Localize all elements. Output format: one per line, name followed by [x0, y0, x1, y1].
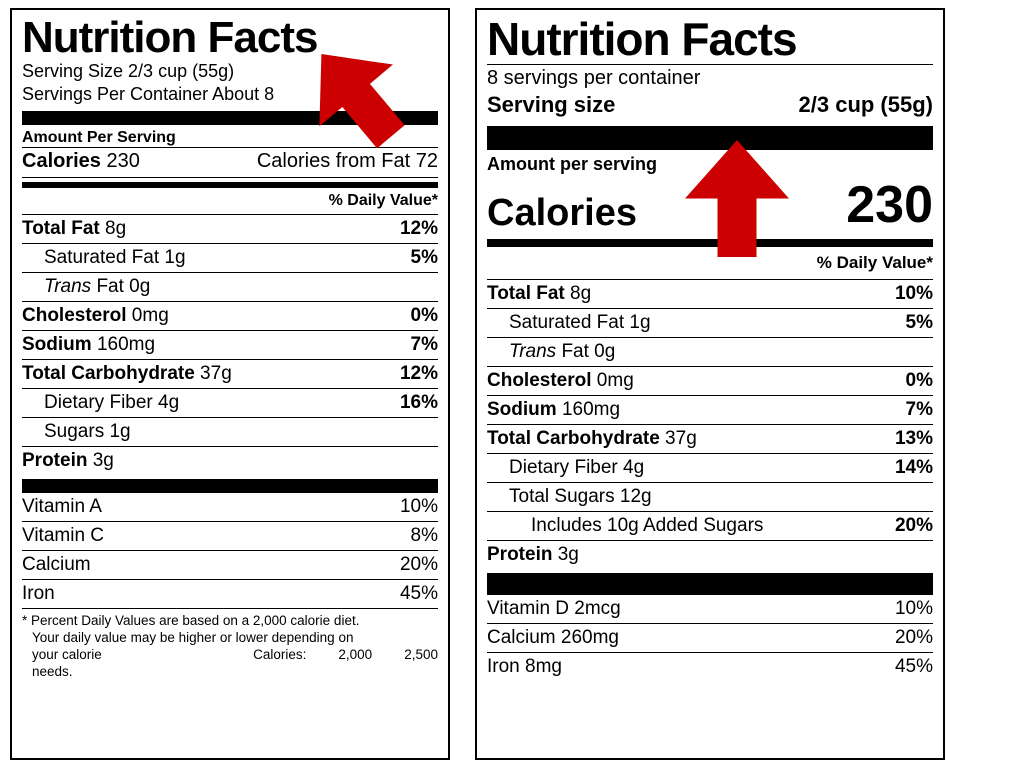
nutrient-row: Saturated Fat 1g5%	[22, 244, 438, 273]
nutrient-row: Total Carbohydrate 37g13%	[487, 425, 933, 454]
vitamin-row: Vitamin C8%	[22, 522, 438, 551]
dv-header: % Daily Value*	[22, 188, 438, 215]
nutrient-row: Sugars 1g	[22, 418, 438, 447]
vitamin-rows: Vitamin D 2mcg10%Calcium 260mg20%Iron 8m…	[487, 595, 933, 681]
title: Nutrition Facts	[487, 16, 933, 62]
vitamin-row: Vitamin A10%	[22, 493, 438, 522]
nutrition-label-new: Nutrition Facts 8 servings per container…	[475, 8, 945, 760]
nutrient-rows: Total Fat 8g12%Saturated Fat 1g5%Trans F…	[22, 215, 438, 475]
vitamin-rows: Vitamin A10%Vitamin C8%Calcium20%Iron45%	[22, 493, 438, 609]
vitamin-row: Iron 8mg45%	[487, 653, 933, 681]
nutrient-row: Total Fat 8g10%	[487, 280, 933, 309]
vitamin-row: Vitamin D 2mcg10%	[487, 595, 933, 624]
nutrient-rows: Total Fat 8g10%Saturated Fat 1g5%Trans F…	[487, 280, 933, 569]
nutrient-row: Dietary Fiber 4g14%	[487, 454, 933, 483]
amount-per-serving: Amount Per Serving	[22, 129, 438, 147]
servings-per-container: 8 servings per container	[487, 65, 933, 92]
divider-bar	[22, 479, 438, 493]
serving-size-row: Serving size 2/3 cup (55g)	[487, 92, 933, 118]
vitamin-row: Iron45%	[22, 580, 438, 609]
dv-header: % Daily Value*	[487, 247, 933, 280]
nutrient-row: Total Sugars 12g	[487, 483, 933, 512]
calories-value: 230	[107, 150, 140, 172]
serving-size-value: 2/3 cup (55g)	[799, 92, 933, 118]
amount-per-serving: Amount per serving	[487, 154, 933, 175]
nutrient-row: Cholesterol 0mg0%	[22, 302, 438, 331]
servings-per-container: Servings Per Container About 8	[22, 83, 438, 106]
serving-size-label: Serving size	[487, 92, 615, 118]
calories-row: Calories 230	[487, 175, 933, 235]
nutrient-row: Total Carbohydrate 37g12%	[22, 360, 438, 389]
nutrient-row: Trans Fat 0g	[487, 338, 933, 367]
calories-value: 230	[846, 175, 933, 235]
divider-bar	[487, 126, 933, 150]
calories-row: Calories 230 Calories from Fat 72	[22, 148, 438, 178]
nutrient-row: Protein 3g	[22, 447, 438, 475]
vitamin-row: Calcium20%	[22, 551, 438, 580]
nutrient-row: Sodium 160mg7%	[22, 331, 438, 360]
title: Nutrition Facts	[22, 16, 438, 60]
nutrient-row: Cholesterol 0mg0%	[487, 367, 933, 396]
nutrient-row: Saturated Fat 1g5%	[487, 309, 933, 338]
calories-label: Calories	[487, 192, 637, 235]
nutrient-row: Trans Fat 0g	[22, 273, 438, 302]
nutrient-row: Dietary Fiber 4g16%	[22, 389, 438, 418]
divider-bar	[487, 573, 933, 595]
serving-size: Serving Size 2/3 cup (55g)	[22, 60, 438, 83]
divider-bar	[487, 239, 933, 247]
nutrient-row: Sodium 160mg7%	[487, 396, 933, 425]
nutrition-label-old: Nutrition Facts Serving Size 2/3 cup (55…	[10, 8, 450, 760]
footnote: * Percent Daily Values are based on a 2,…	[22, 613, 438, 681]
calories-label: Calories	[22, 150, 101, 172]
divider-bar	[22, 111, 438, 125]
calories-from-fat: Calories from Fat 72	[257, 150, 438, 173]
nutrient-row: Total Fat 8g12%	[22, 215, 438, 244]
nutrient-row: Includes 10g Added Sugars20%	[487, 512, 933, 541]
vitamin-row: Calcium 260mg20%	[487, 624, 933, 653]
nutrient-row: Protein 3g	[487, 541, 933, 569]
